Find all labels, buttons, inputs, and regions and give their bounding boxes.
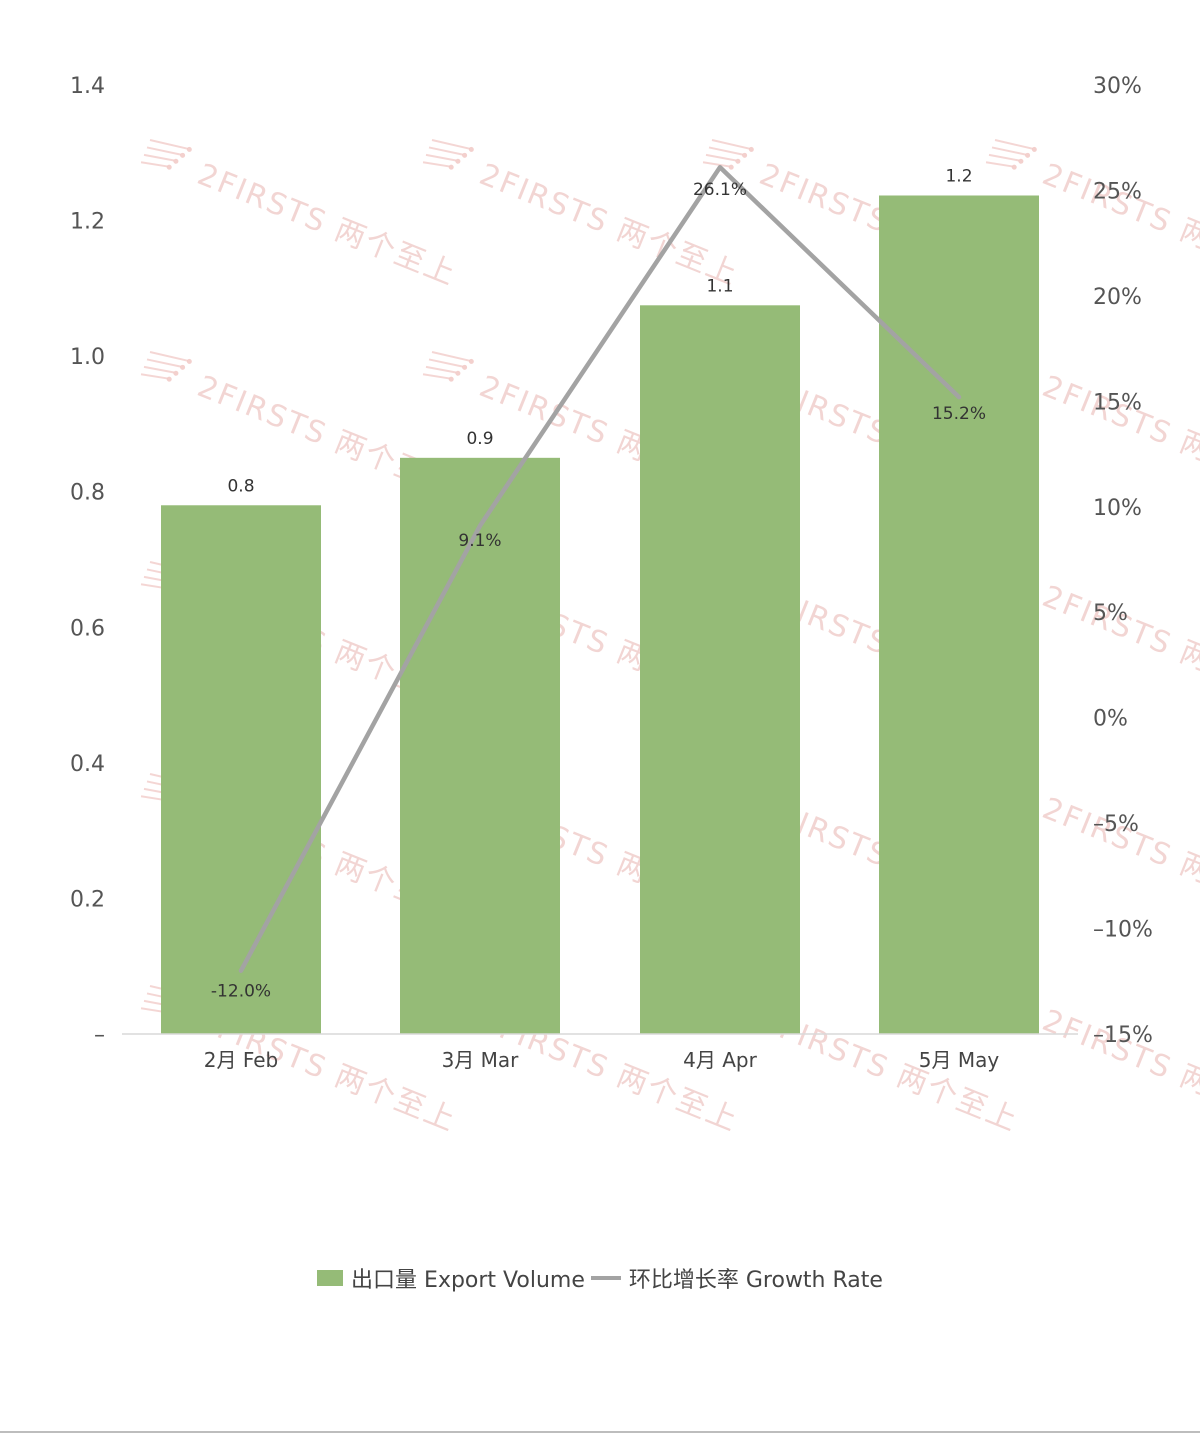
legend-label-growth-rate: 环比增长率 Growth Rate [628,1268,883,1293]
growth-rate-line [238,164,962,973]
growth-rate-value-label: 9.1% [458,531,501,551]
export-volume-bar [879,195,1039,1034]
left-axis-tick-label: 0.6 [70,616,105,641]
export-volume-value-label: 1.1 [706,276,733,296]
bar-data-labels: 0.8 0.9 1.1 1.2 [227,166,972,496]
left-axis-tick-label: 1.0 [70,345,105,370]
legend-item-export-volume: 出口量 Export Volume [317,1262,585,1294]
right-axis-tick-label: 25% [1093,179,1142,204]
export-volume-bar [161,505,321,1034]
legend-swatch-growth-rate [590,1276,621,1280]
growth-rate-value-label: 15.2% [932,404,986,424]
left-axis-tick-label: 1.4 [70,74,105,99]
growth-rate-value-label: 26.1% [693,180,747,200]
left-axis-ticks: – 0.2 0.4 0.6 0.8 1.0 1.2 1.4 [70,74,105,1048]
watermark-logo: 2FIRSTS 两个至上 [422,139,744,293]
right-axis-tick-label: –15% [1093,1023,1153,1048]
right-axis-tick-label: 15% [1093,390,1142,415]
right-axis-tick-label: 5% [1093,601,1128,626]
watermark-logo: 2FIRSTS 两个至上 [140,139,462,293]
growth-rate-value-label: -12.0% [211,982,271,1002]
right-axis-tick-label: 30% [1093,74,1142,99]
line-data-labels: -12.0% 9.1% 26.1% 15.2% [211,180,986,1001]
bottom-divider [0,1431,1200,1433]
category-axis-ticks: 2月 Feb 3月 Mar 4月 Apr 5月 May [204,1048,1000,1072]
right-axis-tick-label: 20% [1093,285,1142,310]
left-axis-tick-label: 0.4 [70,752,105,777]
category-tick-label: 3月 Mar [442,1048,520,1072]
right-axis-tick-label: 0% [1093,707,1128,732]
export-volume-bar [640,305,800,1034]
export-volume-value-label: 0.9 [466,429,493,449]
export-volume-bar [400,457,560,1035]
left-axis-tick-label: – [94,1023,105,1048]
bar-series [161,195,1039,1035]
legend-swatch-export-volume [317,1270,344,1286]
category-tick-label: 5月 May [919,1048,1000,1072]
right-axis-tick-label: –10% [1093,918,1153,943]
category-tick-label: 2月 Feb [204,1048,279,1072]
right-axis-ticks: –15% –10% –5% 0% 5% 10% 15% 20% 25% 30% [1093,74,1153,1048]
right-axis-tick-label: –5% [1093,812,1139,837]
left-axis-tick-label: 0.8 [70,481,105,506]
chart-legend: 出口量 Export Volume 环比增长率 Growth Rate [0,1262,1200,1294]
left-axis-tick-label: 1.2 [70,210,105,235]
right-axis-tick-label: 10% [1093,496,1142,521]
watermark-text: 2FIRSTS 两个至上 [475,157,744,293]
line-series [238,164,962,973]
export-volume-value-label: 0.8 [227,476,254,496]
watermark-text: 2FIRSTS 两个至上 [193,157,462,293]
export-volume-value-label: 1.2 [945,166,972,186]
watermark-text: 2FIRSTS 两个至上 [1038,579,1200,715]
category-tick-label: 4月 Apr [683,1048,757,1072]
watermark-text: 2FIRSTS 两个至上 [1038,157,1200,293]
left-axis-tick-label: 0.2 [70,887,105,912]
legend-item-growth-rate: 环比增长率 Growth Rate [585,1262,883,1294]
legend-label-export-volume: 出口量 Export Volume [351,1268,585,1293]
